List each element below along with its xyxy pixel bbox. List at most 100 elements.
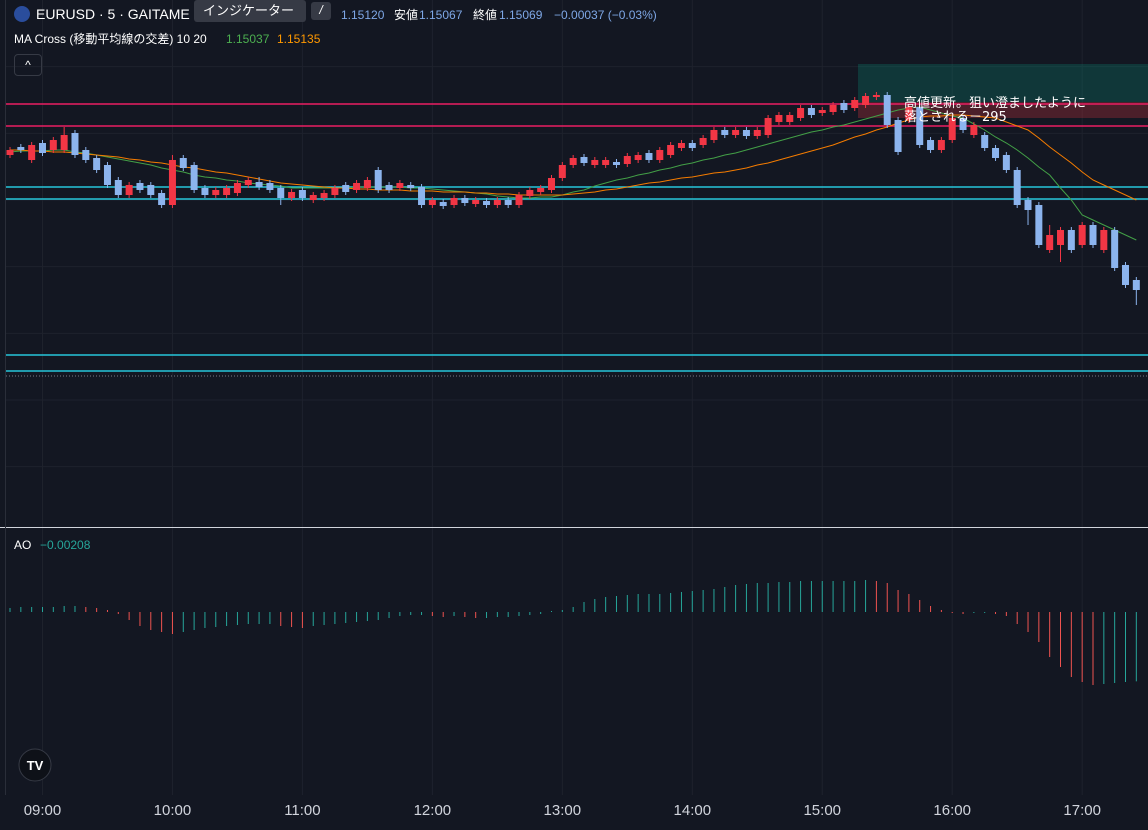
candle-body xyxy=(190,165,198,190)
candle-body xyxy=(114,180,122,195)
candle-body xyxy=(17,147,25,150)
zone xyxy=(857,102,1148,118)
candle-body xyxy=(569,158,577,165)
candle-body xyxy=(266,183,274,190)
candle-body xyxy=(742,130,750,136)
collapse-button[interactable]: ^ xyxy=(14,54,42,76)
candle-body xyxy=(1046,235,1054,250)
candle-body xyxy=(82,150,90,160)
candle-body xyxy=(548,178,555,190)
candle-body xyxy=(407,185,415,188)
candle-body xyxy=(981,135,989,148)
candle-body xyxy=(342,185,350,192)
candle-body xyxy=(558,165,566,178)
candle-body xyxy=(1078,225,1086,245)
candle-body xyxy=(591,160,599,165)
candle-body xyxy=(244,180,252,185)
candle-body xyxy=(764,118,772,135)
candle-body xyxy=(1002,155,1010,170)
candle-body xyxy=(1057,230,1065,245)
candle-body xyxy=(223,188,231,195)
candle-body xyxy=(71,133,79,155)
candle-body xyxy=(1024,200,1032,210)
candle-body xyxy=(699,138,707,145)
candle-body xyxy=(677,143,685,148)
candle-body xyxy=(353,183,361,190)
logo-mark[interactable]: TV xyxy=(27,758,44,773)
ao-value: −0.00208 xyxy=(40,538,91,552)
candle-body xyxy=(331,188,339,195)
candle-body xyxy=(38,143,46,153)
close-label: 終値 xyxy=(473,8,498,22)
candle-body xyxy=(721,130,729,135)
x-tick-label: 16:00 xyxy=(933,802,971,819)
slow-ma-value: 1.15135 xyxy=(277,32,321,46)
candle-body xyxy=(667,145,675,155)
time-axis xyxy=(0,795,1148,830)
candle-body xyxy=(277,188,285,198)
candle-body xyxy=(28,145,36,160)
candle-body xyxy=(504,200,512,205)
candle-body xyxy=(483,201,491,205)
x-tick-label: 13:00 xyxy=(544,802,582,819)
candle-body xyxy=(959,118,967,130)
candle-body xyxy=(125,185,133,195)
annotation: 高値更新。狙い澄ましたように xyxy=(904,95,1086,111)
close-value: 1.15069 xyxy=(499,8,543,22)
candle-body xyxy=(1035,205,1043,245)
ao-label[interactable]: AO xyxy=(14,538,32,552)
candle-body xyxy=(309,195,317,200)
candle-body xyxy=(396,183,404,188)
candle-body xyxy=(179,158,187,168)
candle-body xyxy=(883,95,891,125)
x-tick-label: 10:00 xyxy=(154,802,192,819)
candle-body xyxy=(1067,230,1075,250)
x-tick-label: 12:00 xyxy=(414,802,452,819)
x-tick-label: 11:00 xyxy=(284,802,320,819)
tooltip: インジケーター xyxy=(203,3,295,18)
symbol[interactable]: EURUSD · 5 · GAITAME xyxy=(36,6,190,22)
x-tick-label: 17:00 xyxy=(1063,802,1101,819)
ma-line xyxy=(10,114,1137,201)
candle-body xyxy=(374,170,382,190)
candle-body xyxy=(93,158,101,170)
candle-body xyxy=(916,107,924,145)
candle-body xyxy=(428,200,436,205)
candle-body xyxy=(158,193,166,205)
low-label: 安値 xyxy=(394,8,419,22)
candle-body xyxy=(732,130,740,135)
tooltip-box xyxy=(194,0,306,22)
candle-body xyxy=(851,100,859,108)
indicator-label[interactable]: MA Cross (移動平均線の交差) 10 20 xyxy=(14,32,207,46)
candle-body xyxy=(201,188,209,195)
candle-body xyxy=(363,180,371,188)
candle-body xyxy=(1089,225,1097,245)
tv-logo[interactable]: TV xyxy=(18,748,52,782)
candle-body xyxy=(862,96,870,105)
symbol-flag xyxy=(14,6,30,22)
edit-button[interactable]: / xyxy=(311,2,331,20)
candle-body xyxy=(493,200,501,205)
candle-body xyxy=(623,156,631,164)
candle-body xyxy=(807,108,815,115)
candle-body xyxy=(948,118,956,140)
candle-body xyxy=(797,108,805,118)
candle-body xyxy=(439,202,447,206)
candle-body xyxy=(515,195,523,205)
candle-body xyxy=(688,143,696,148)
candle-body xyxy=(526,190,534,196)
x-tick-label: 15:00 xyxy=(803,802,841,819)
candle-body xyxy=(937,140,945,150)
low-value: 1.15067 xyxy=(419,8,463,22)
candle-body xyxy=(970,125,978,135)
candle-body xyxy=(472,200,480,204)
candle-body xyxy=(786,115,794,122)
x-tick-label: 09:00 xyxy=(24,802,62,819)
logo-circle[interactable] xyxy=(18,748,52,782)
candle-body xyxy=(710,130,718,140)
candle-body xyxy=(840,103,848,110)
candle-body xyxy=(147,185,155,195)
